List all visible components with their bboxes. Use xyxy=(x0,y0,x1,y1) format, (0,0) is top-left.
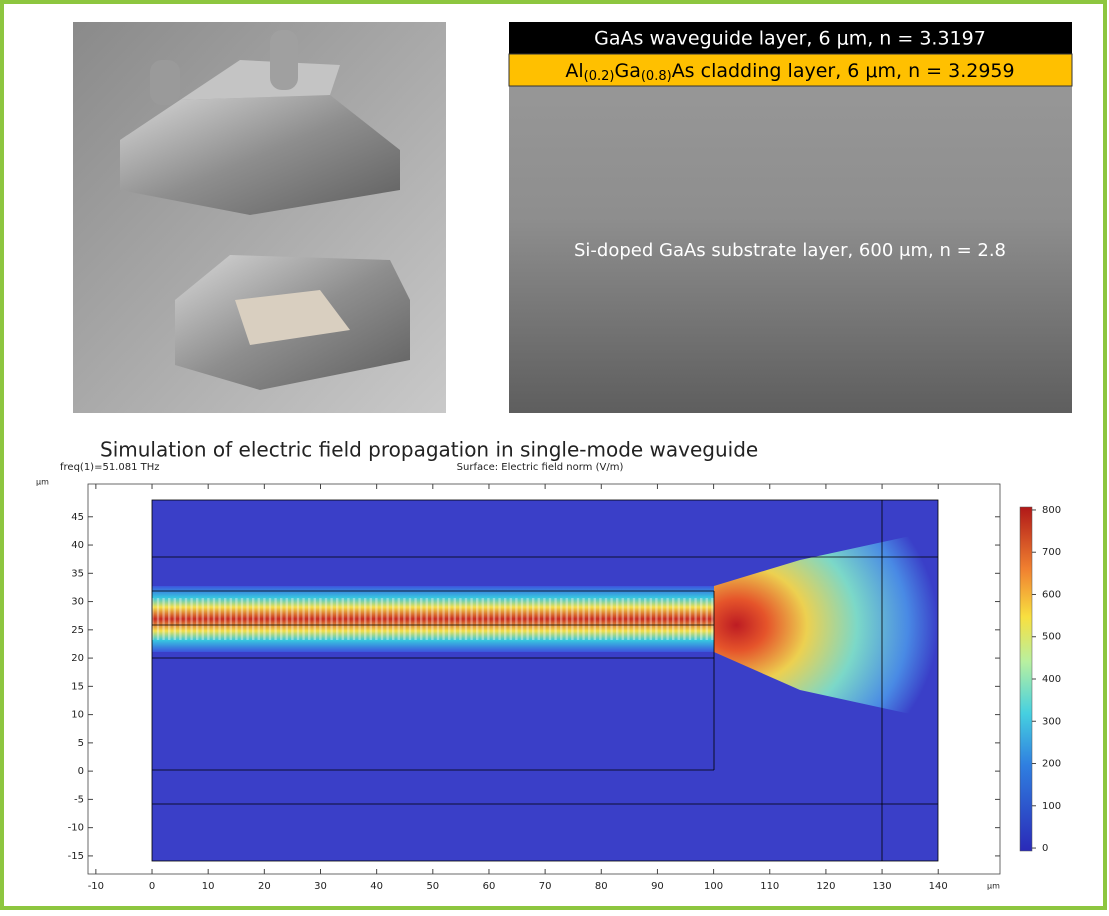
x-tick-label: 0 xyxy=(149,881,155,892)
subtitle: freq(1)=51.081 THz xyxy=(60,462,160,473)
x-tick-label: 40 xyxy=(370,881,383,892)
x-tick-label: 30 xyxy=(314,881,327,892)
colorbar xyxy=(1020,507,1032,851)
x-tick-label: 120 xyxy=(816,881,835,892)
colorbar-tick-label: 200 xyxy=(1042,759,1061,770)
y-tick-label: -10 xyxy=(68,823,84,834)
field-map xyxy=(152,500,938,861)
colorbar-tick-label: 300 xyxy=(1042,716,1061,727)
text: As cladding layer, 6 μm, n = 3.2959 xyxy=(672,60,1015,82)
colorbar-tick-label: 800 xyxy=(1042,505,1061,516)
x-tick-label: 20 xyxy=(258,881,271,892)
y-tick-label: 5 xyxy=(78,738,84,749)
y-unit: μm xyxy=(36,478,49,487)
y-tick-label: 20 xyxy=(71,653,84,664)
y-tick-label: 25 xyxy=(71,625,84,636)
caption: Simulation of electric field propagation… xyxy=(100,438,758,462)
x-tick-label: -10 xyxy=(88,881,104,892)
photo xyxy=(73,22,446,413)
y-tick-label: 15 xyxy=(71,681,84,692)
y-tick-label: 35 xyxy=(71,568,84,579)
colorbar-tick-label: 700 xyxy=(1042,547,1061,558)
colorbar-tick-label: 100 xyxy=(1042,801,1061,812)
cladding-label: Al(0.2)Ga(0.8)As cladding layer, 6 μm, n… xyxy=(565,60,1014,84)
x-unit: μm xyxy=(987,882,1000,891)
plot-title: Surface: Electric field norm (V/m) xyxy=(457,462,624,473)
x-tick-label: 130 xyxy=(873,881,892,892)
x-tick-label: 50 xyxy=(426,881,439,892)
y-tick-label: 45 xyxy=(71,512,84,523)
x-tick-label: 90 xyxy=(651,881,664,892)
x-tick-label: 60 xyxy=(483,881,496,892)
subscript: (0.8) xyxy=(641,69,672,84)
waveguide-label: GaAs waveguide layer, 6 μm, n = 3.3197 xyxy=(594,28,986,50)
x-tick-label: 100 xyxy=(704,881,723,892)
colorbar-tick-label: 0 xyxy=(1042,843,1048,854)
y-tick-label: 10 xyxy=(71,710,84,721)
x-tick-label: 80 xyxy=(595,881,608,892)
figure: GaAs waveguide layer, 6 μm, n = 3.3197 A… xyxy=(0,0,1109,912)
colorbar-tick-label: 600 xyxy=(1042,589,1061,600)
y-tick-label: 0 xyxy=(78,766,84,777)
subscript: (0.2) xyxy=(584,69,615,84)
y-tick-label: 30 xyxy=(71,597,84,608)
y-tick-label: 40 xyxy=(71,540,84,551)
substrate-label: Si-doped GaAs substrate layer, 600 μm, n… xyxy=(574,240,1006,261)
colorbar-tick-label: 400 xyxy=(1042,674,1061,685)
x-tick-label: 70 xyxy=(539,881,552,892)
text: Ga xyxy=(614,60,640,82)
x-tick-label: 110 xyxy=(760,881,779,892)
x-tick-label: 140 xyxy=(929,881,948,892)
y-tick-label: -15 xyxy=(68,851,84,862)
x-tick-label: 10 xyxy=(202,881,215,892)
colorbar-tick-label: 500 xyxy=(1042,632,1061,643)
text: Al xyxy=(565,60,583,82)
y-tick-label: -5 xyxy=(74,794,84,805)
